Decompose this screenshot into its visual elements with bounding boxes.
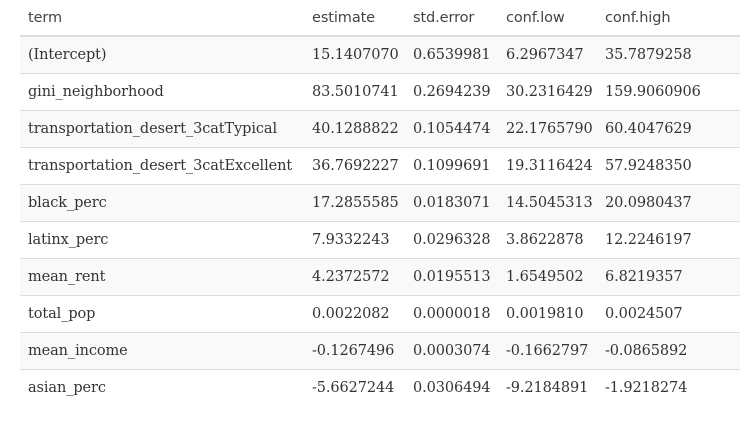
cell-conf-high: 0.0024507: [597, 295, 740, 333]
table-row: gini_neighborhood 83.5010741 0.2694239 3…: [20, 73, 740, 111]
cell-estimate: 40.1288822: [304, 110, 405, 148]
cell-term: latinx_perc: [20, 221, 304, 259]
cell-term: gini_neighborhood: [20, 73, 304, 111]
cell-term: mean_income: [20, 332, 304, 370]
cell-std-error: 0.0003074: [405, 332, 498, 370]
cell-term: black_perc: [20, 184, 304, 222]
cell-conf-high: 159.9060906: [597, 73, 740, 111]
column-header-estimate: estimate: [304, 0, 405, 37]
cell-estimate: 36.7692227: [304, 147, 405, 185]
cell-conf-high: -1.9218274: [597, 369, 740, 406]
table-row: (Intercept) 15.1407070 0.6539981 6.29673…: [20, 35, 740, 74]
table-row: black_perc 17.2855585 0.0183071 14.50453…: [20, 184, 740, 222]
cell-conf-low: 19.3116424: [498, 147, 597, 185]
cell-term: transportation_desert_3catExcellent: [20, 147, 304, 185]
cell-conf-high: 12.2246197: [597, 221, 740, 259]
cell-estimate: 0.0022082: [304, 295, 405, 333]
table-row: total_pop 0.0022082 0.0000018 0.0019810 …: [20, 295, 740, 333]
cell-estimate: 7.9332243: [304, 221, 405, 259]
cell-std-error: 0.6539981: [405, 35, 498, 74]
cell-conf-low: 30.2316429: [498, 73, 597, 111]
column-header-std-error: std.error: [405, 0, 498, 37]
cell-std-error: 0.0306494: [405, 369, 498, 406]
cell-conf-high: 35.7879258: [597, 35, 740, 74]
cell-estimate: -0.1267496: [304, 332, 405, 370]
cell-conf-high: 20.0980437: [597, 184, 740, 222]
table-header: term estimate std.error conf.low conf.hi…: [20, 0, 740, 37]
cell-term: (Intercept): [20, 35, 304, 74]
cell-term: asian_perc: [20, 369, 304, 406]
cell-conf-low: -0.1662797: [498, 332, 597, 370]
cell-std-error: 0.0296328: [405, 221, 498, 259]
cell-conf-high: 60.4047629: [597, 110, 740, 148]
cell-conf-low: 6.2967347: [498, 35, 597, 74]
cell-term: total_pop: [20, 295, 304, 333]
cell-conf-low: 3.8622878: [498, 221, 597, 259]
cell-conf-low: 22.1765790: [498, 110, 597, 148]
cell-estimate: 83.5010741: [304, 73, 405, 111]
table-body: (Intercept) 15.1407070 0.6539981 6.29673…: [20, 35, 740, 406]
header-row: term estimate std.error conf.low conf.hi…: [20, 0, 740, 37]
column-header-conf-low: conf.low: [498, 0, 597, 37]
cell-std-error: 0.1054474: [405, 110, 498, 148]
table-row: mean_rent 4.2372572 0.0195513 1.6549502 …: [20, 258, 740, 296]
column-header-conf-high: conf.high: [597, 0, 740, 37]
cell-std-error: 0.2694239: [405, 73, 498, 111]
cell-conf-high: 6.8219357: [597, 258, 740, 296]
table-row: asian_perc -5.6627244 0.0306494 -9.21848…: [20, 369, 740, 406]
column-header-term: term: [20, 0, 304, 37]
cell-conf-low: -9.2184891: [498, 369, 597, 406]
cell-estimate: 17.2855585: [304, 184, 405, 222]
cell-std-error: 0.0000018: [405, 295, 498, 333]
table-row: transportation_desert_3catTypical 40.128…: [20, 110, 740, 148]
cell-conf-high: -0.0865892: [597, 332, 740, 370]
cell-std-error: 0.0195513: [405, 258, 498, 296]
table-row: transportation_desert_3catExcellent 36.7…: [20, 147, 740, 185]
cell-term: mean_rent: [20, 258, 304, 296]
regression-results-table: term estimate std.error conf.low conf.hi…: [20, 0, 740, 406]
table-row: latinx_perc 7.9332243 0.0296328 3.862287…: [20, 221, 740, 259]
cell-conf-low: 1.6549502: [498, 258, 597, 296]
cell-term: transportation_desert_3catTypical: [20, 110, 304, 148]
regression-table-container: term estimate std.error conf.low conf.hi…: [20, 0, 740, 406]
cell-conf-high: 57.9248350: [597, 147, 740, 185]
cell-std-error: 0.0183071: [405, 184, 498, 222]
cell-conf-low: 0.0019810: [498, 295, 597, 333]
cell-estimate: 15.1407070: [304, 35, 405, 74]
cell-std-error: 0.1099691: [405, 147, 498, 185]
cell-estimate: -5.6627244: [304, 369, 405, 406]
table-row: mean_income -0.1267496 0.0003074 -0.1662…: [20, 332, 740, 370]
cell-conf-low: 14.5045313: [498, 184, 597, 222]
cell-estimate: 4.2372572: [304, 258, 405, 296]
